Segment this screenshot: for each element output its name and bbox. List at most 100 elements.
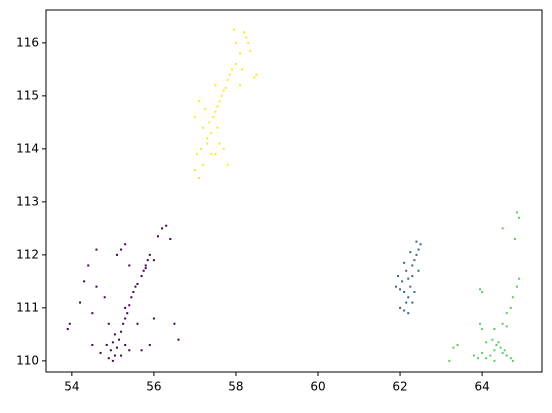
point	[91, 343, 94, 346]
point	[193, 169, 196, 172]
y-tick-label: 115	[16, 88, 39, 102]
point	[198, 100, 201, 103]
point	[407, 296, 410, 299]
point	[120, 248, 123, 251]
point	[144, 264, 147, 267]
point	[206, 142, 209, 145]
point	[198, 177, 201, 180]
point	[169, 237, 172, 240]
point	[413, 290, 416, 293]
point	[200, 147, 203, 150]
point	[79, 301, 82, 304]
point	[417, 248, 420, 251]
point	[161, 227, 164, 230]
point	[109, 349, 112, 352]
point	[234, 63, 237, 66]
point	[497, 341, 500, 344]
point	[146, 259, 149, 262]
point	[505, 325, 508, 328]
point	[239, 52, 242, 55]
point	[245, 36, 248, 39]
point	[120, 330, 123, 333]
y-tick-label: 113	[16, 194, 39, 208]
x-tick-label: 62	[392, 380, 407, 394]
point	[144, 267, 147, 270]
point	[148, 253, 151, 256]
point	[479, 288, 482, 291]
point	[394, 285, 397, 288]
y-tick-label: 112	[16, 247, 39, 261]
point	[193, 116, 196, 119]
point	[202, 163, 205, 166]
point	[222, 147, 225, 150]
point	[214, 110, 217, 113]
plot-frame	[45, 9, 543, 373]
point	[481, 328, 484, 331]
point	[503, 349, 506, 352]
point	[511, 359, 514, 362]
point	[399, 288, 402, 291]
point	[403, 290, 406, 293]
point	[103, 296, 106, 299]
x-tick-label: 58	[228, 380, 243, 394]
point	[411, 275, 414, 278]
point	[472, 354, 475, 357]
point	[152, 259, 155, 262]
point	[142, 269, 145, 272]
point	[481, 290, 484, 293]
point	[218, 100, 221, 103]
point	[505, 312, 508, 315]
point	[105, 343, 108, 346]
point	[195, 153, 198, 156]
point	[111, 359, 114, 362]
x-tick-label: 64	[474, 380, 489, 394]
point	[417, 269, 420, 272]
point	[91, 312, 94, 315]
point	[411, 301, 414, 304]
point	[177, 338, 180, 341]
point	[124, 306, 127, 309]
point	[501, 351, 504, 354]
point	[452, 346, 455, 349]
point	[249, 49, 252, 52]
x-tick-label: 60	[310, 380, 325, 394]
point	[501, 322, 504, 325]
point	[493, 349, 496, 352]
point	[107, 357, 110, 360]
point	[87, 264, 90, 267]
y-tick-label: 114	[16, 141, 39, 155]
point	[99, 351, 102, 354]
point	[495, 343, 498, 346]
point	[128, 349, 131, 352]
point	[518, 216, 521, 219]
point	[130, 296, 133, 299]
point	[208, 121, 211, 124]
point	[407, 277, 410, 280]
point	[515, 211, 518, 214]
point	[68, 322, 71, 325]
point	[212, 116, 215, 119]
point	[157, 235, 159, 238]
point	[489, 354, 492, 357]
point	[173, 322, 176, 325]
point	[83, 280, 86, 283]
point	[216, 105, 219, 108]
point	[511, 296, 514, 299]
point	[214, 84, 217, 87]
point	[124, 243, 127, 246]
point	[95, 248, 98, 251]
point	[224, 86, 227, 89]
point	[485, 341, 488, 344]
point	[152, 317, 155, 320]
point	[448, 359, 451, 362]
y-tick-label: 110	[16, 353, 39, 367]
point	[216, 126, 219, 129]
point	[456, 343, 459, 346]
point	[95, 285, 98, 288]
point	[115, 253, 118, 256]
point	[405, 269, 408, 272]
point	[505, 354, 508, 357]
point	[230, 68, 233, 71]
point	[220, 94, 223, 97]
y-tick-label: 111	[16, 300, 39, 314]
